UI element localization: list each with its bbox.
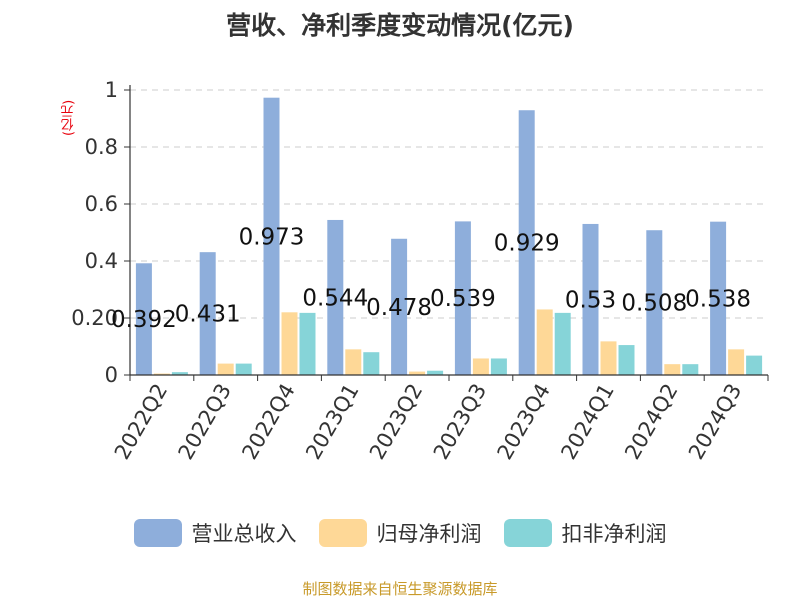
bar [345,349,362,375]
bar [199,252,216,375]
bar [454,221,471,375]
bar [518,110,535,376]
bar [554,312,571,375]
x-tick-label: 2022Q4 [237,380,299,464]
data-label: 0.478 [366,295,432,321]
bar [490,358,507,375]
legend-swatch-deducted-profit [503,519,552,547]
legend-swatch-revenue [133,519,182,547]
data-label: 0.539 [430,286,496,312]
bar [217,363,234,375]
bar [153,373,170,375]
x-tick-label: 2022Q2 [110,380,172,464]
bar [536,309,553,375]
bar [728,349,745,375]
bar [664,364,681,375]
legend-label-net-profit: 归母净利润 [376,522,482,546]
legend-label-deducted-profit: 扣非净利润 [561,522,667,546]
x-tick-label: 2024Q1 [556,380,618,464]
bar [582,223,599,375]
legend-item-net-profit[interactable]: 归母净利润 [318,518,482,548]
x-tick-label: 2023Q1 [301,380,363,464]
data-label: 0.544 [302,285,368,311]
legend-label-revenue: 营业总收入 [191,522,297,546]
x-tick-label: 2023Q3 [429,380,491,464]
bar [263,97,280,375]
bar [363,352,380,375]
data-label: 0.538 [685,286,751,312]
bar [600,341,617,375]
x-tick-label: 2022Q3 [174,380,236,464]
bar [746,355,763,375]
y-tick-label: 0.20 [71,306,118,330]
bar [281,312,298,375]
bar [391,238,408,375]
y-tick-label: 0 [105,363,118,387]
x-tick-label: 2024Q3 [684,380,746,464]
x-tick-label: 2023Q4 [493,380,555,464]
data-label: 0.392 [111,307,177,333]
data-label: 0.508 [621,291,687,317]
bar [299,312,316,375]
legend-swatch-net-profit [318,519,367,547]
bars [135,97,763,376]
bar [472,358,489,375]
source-note: 制图数据来自恒生聚源数据库 [302,580,498,598]
axes [124,85,769,381]
bar [327,219,344,375]
legend-item-deducted-profit[interactable]: 扣非净利润 [503,518,667,548]
y-tick-label: 0.4 [85,249,118,273]
bar [235,363,252,375]
bar [427,370,444,375]
bar [618,345,635,375]
legend: 营业总收入 归母净利润 扣非净利润 [0,518,800,548]
y-tick-label: 0.8 [85,135,118,159]
bar [682,364,699,375]
bar [409,371,426,375]
bar [171,372,188,375]
bar [646,230,663,375]
bar [135,263,152,375]
bar [710,221,727,375]
data-label: 0.973 [239,224,305,250]
legend-item-revenue[interactable]: 营业总收入 [133,518,297,548]
y-tick-label: 0.6 [85,192,118,216]
grid-lines [130,89,768,319]
x-tick-label: 2024Q2 [620,380,682,464]
data-label: 0.53 [565,287,616,313]
data-label: 0.929 [494,231,560,257]
x-tick-label: 2023Q2 [365,380,427,464]
data-label: 0.431 [175,302,241,328]
chart-title: 营收、净利季度变动情况(亿元) [226,11,574,40]
y-tick-label: 1 [105,78,118,102]
